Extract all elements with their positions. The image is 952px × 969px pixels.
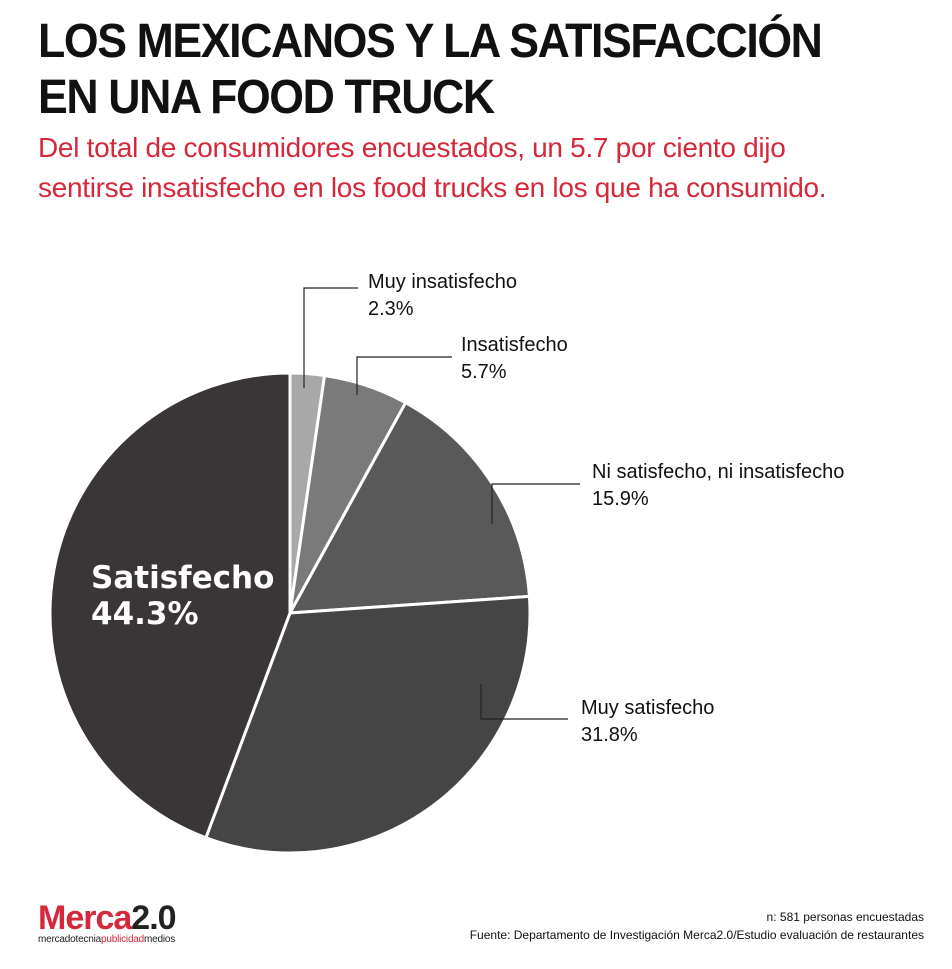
slice-labels: Muy insatisfecho 2.3% Insatisfecho 5.7% Ni s… (91, 271, 844, 746)
pie-slice-muy-satisfecho (204, 594, 532, 855)
leader-line-ni-satisfecho-ni-insatisfecho (491, 483, 580, 524)
slice-label-muy-satisfecho: Muy satisfecho 31.8% (581, 697, 714, 746)
slice-value-label: 44.3% (91, 596, 199, 632)
slice-label-ni-satisfecho-ni-insatisfecho: Ni satisfecho, ni insatisfecho 15.9% (592, 461, 844, 510)
logo-wordmark: Merca2.0 (38, 899, 177, 937)
chart-title: LOS MEXICANOS Y LA SATISFACCIÓN EN UNA F… (38, 14, 875, 126)
pie-slices (48, 371, 532, 855)
pie-chart: Muy insatisfecho 2.3% Insatisfecho 5.7% Ni s… (48, 271, 844, 855)
sample-size-note: n: 581 personas encuestadas (766, 910, 924, 924)
leader-lines (303, 287, 580, 720)
merca20-logo: Merca2.0 mercadotecniapublicidadmedios (38, 899, 177, 946)
leader-line-insatisfecho (356, 356, 452, 395)
slice-value-label: 15.9% (592, 488, 649, 510)
slice-category-label: Muy insatisfecho (368, 271, 517, 293)
slice-label-muy-insatisfecho: Muy insatisfecho 2.3% (368, 271, 517, 320)
slice-value-label: 31.8% (581, 724, 638, 746)
slice-category-label: Muy satisfecho (581, 697, 714, 719)
subtitle-line-2: sentirse insatisfecho en los food trucks… (38, 172, 827, 203)
chart-footer: n: 581 personas encuestadas Fuente: Depa… (470, 908, 924, 944)
slice-label-satisfecho: Satisfecho 44.3% (91, 560, 274, 632)
title-line-1: LOS MEXICANOS Y LA SATISFACCIÓN (38, 15, 823, 68)
slice-category-label: Satisfecho (91, 560, 274, 596)
subtitle-line-1: Del total de consumidores encuestados, u… (38, 132, 786, 163)
leader-line-muy-satisfecho (480, 684, 568, 720)
chart-subtitle: Del total de consumidores encuestados, u… (38, 128, 938, 208)
slice-category-label: Insatisfecho (461, 334, 568, 356)
slice-label-insatisfecho: Insatisfecho 5.7% (461, 334, 568, 383)
source-note: Fuente: Departamento de Investigación Me… (469, 928, 924, 942)
slice-value-label: 2.3% (368, 298, 414, 320)
leader-line-muy-insatisfecho (303, 287, 358, 388)
title-line-2: EN UNA FOOD TRUCK (38, 71, 495, 124)
pie-slice-satisfecho (48, 371, 292, 840)
slice-value-label: 5.7% (461, 361, 507, 383)
logo-tagline: mercadotecniapublicidadmedios (38, 934, 176, 945)
slice-category-label: Ni satisfecho, ni insatisfecho (592, 461, 844, 483)
